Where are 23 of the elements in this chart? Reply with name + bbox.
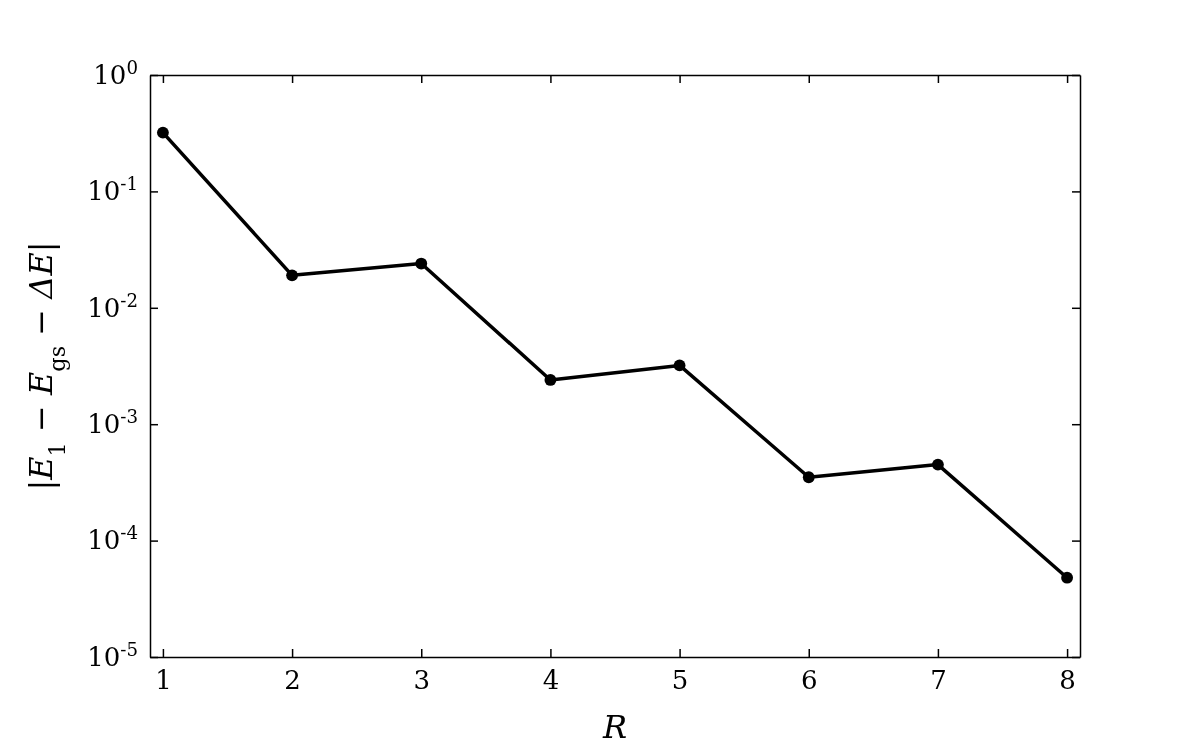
- point: [932, 458, 944, 471]
- point: [286, 269, 298, 282]
- x-tick-label: 7: [930, 665, 947, 696]
- point: [1061, 571, 1073, 584]
- point: [415, 257, 428, 270]
- point: [157, 126, 169, 139]
- y-tick-label: 10$^{-1}$: [87, 172, 138, 207]
- x-tick-label: 4: [542, 665, 560, 696]
- x-tick-label: 1: [155, 665, 172, 696]
- y-tick-label: 10$^{-4}$: [87, 521, 138, 556]
- x-axis-title: R: [601, 708, 628, 746]
- point: [802, 471, 815, 484]
- x-tick-label: 8: [1059, 665, 1076, 696]
- x-tick-label: 5: [671, 665, 689, 696]
- y-tick-label: 10$^{-2}$: [87, 289, 138, 323]
- y-tick-label: 10$^{-5}$: [87, 638, 138, 672]
- y-tick-label: 10$^{-3}$: [87, 405, 138, 440]
- point: [544, 374, 557, 386]
- x-tick-label: 3: [413, 665, 431, 696]
- point: [673, 359, 686, 372]
- x-tick-label: 2: [284, 665, 301, 696]
- y-tick-label: 10$^{0}$: [93, 56, 138, 90]
- x-tick-label: 6: [800, 665, 818, 696]
